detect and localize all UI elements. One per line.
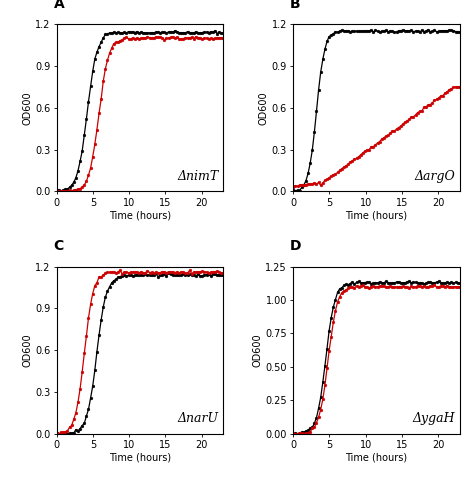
Text: B: B (290, 0, 301, 11)
Y-axis label: OD600: OD600 (259, 91, 269, 124)
X-axis label: Time (hours): Time (hours) (109, 453, 171, 463)
X-axis label: Time (hours): Time (hours) (346, 210, 408, 220)
Text: ΔnimT: ΔnimT (177, 170, 219, 183)
X-axis label: Time (hours): Time (hours) (109, 210, 171, 220)
Text: ΔnarU: ΔnarU (177, 413, 219, 426)
Text: ΔygaH: ΔygaH (412, 413, 455, 426)
Y-axis label: OD600: OD600 (253, 334, 263, 367)
Text: ΔargO: ΔargO (414, 170, 455, 183)
Y-axis label: OD600: OD600 (22, 91, 33, 124)
X-axis label: Time (hours): Time (hours) (346, 453, 408, 463)
Text: A: A (54, 0, 64, 11)
Text: C: C (54, 239, 64, 253)
Y-axis label: OD600: OD600 (22, 334, 33, 367)
Text: D: D (290, 239, 301, 253)
